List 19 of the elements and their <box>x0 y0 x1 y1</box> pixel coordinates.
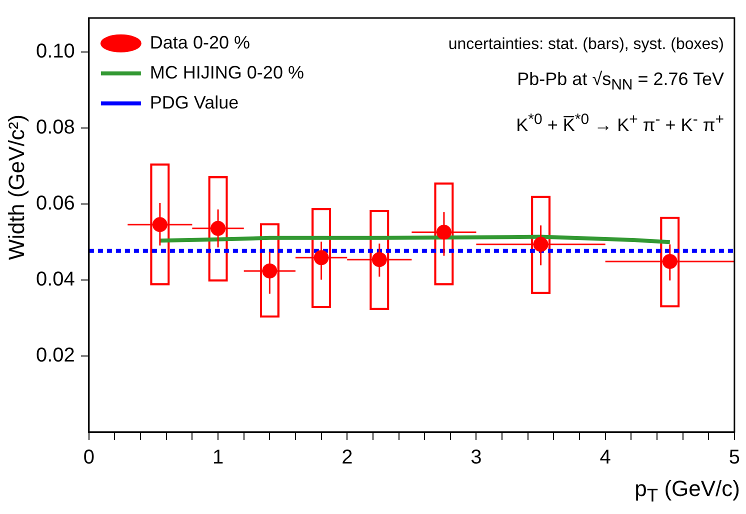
legend-label: Data 0-20 % <box>150 32 250 52</box>
y-tick-label: 0.06 <box>36 192 75 215</box>
y-tick-label: 0.02 <box>36 344 75 367</box>
x-tick-label: 5 <box>728 446 740 469</box>
y-tick-label: 0.10 <box>36 40 75 63</box>
x-tick-label: 3 <box>470 446 482 469</box>
legend-label: MC HIJING 0-20 % <box>150 62 304 82</box>
x-tick-label: 2 <box>342 446 353 469</box>
legend-label: PDG Value <box>150 92 239 112</box>
y-tick-label: 0.08 <box>36 116 75 139</box>
y-tick-label: 0.04 <box>36 268 75 291</box>
x-tick-label: 1 <box>212 446 224 469</box>
x-axis-title: p$_{T}$ (GeV/c) <box>634 476 740 506</box>
annotation: Pb-Pb at √s$_{NN}$ = 2.76 TeV <box>516 68 724 96</box>
x-tick-label: 0 <box>83 446 94 469</box>
text: K$^{*0}$ + K̅$^{*0}$ → K$^{+}$ π$^{-}$ + K$^{-}$ π$^{+}$ <box>516 110 724 135</box>
x-tick-label: 4 <box>600 446 611 469</box>
annotation: uncertainties: stat. (bars), syst. (boxes) <box>448 35 724 55</box>
y-axis-title: Width (GeV/c²) <box>4 114 30 260</box>
